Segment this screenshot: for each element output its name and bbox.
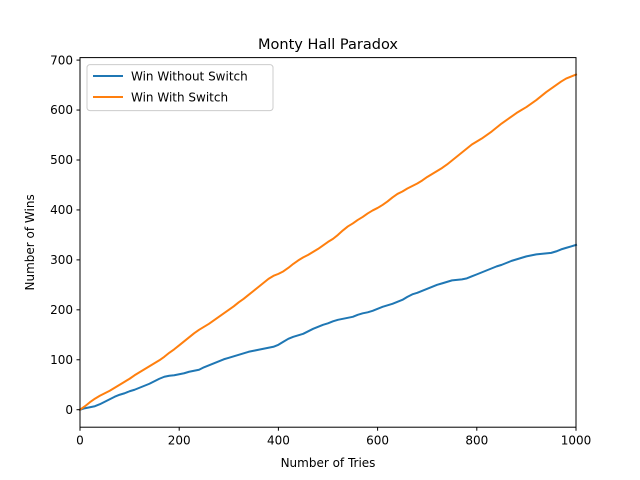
y-tick-label: 200: [50, 303, 73, 317]
legend: Win Without Switch Win With Switch: [86, 64, 274, 112]
x-axis: 0 200 400 600 800 1000: [76, 427, 591, 448]
legend-box: [86, 64, 274, 112]
legend-label-with-switch: Win With Switch: [131, 90, 228, 104]
x-tick-label: 200: [168, 434, 191, 448]
y-tick-label: 400: [50, 203, 73, 217]
x-tick-label: 800: [465, 434, 488, 448]
y-tick-label: 500: [50, 153, 73, 167]
y-tick-label: 600: [50, 103, 73, 117]
y-axis-label: Number of Wins: [23, 194, 37, 290]
y-tick-label: 300: [50, 253, 73, 267]
series-group: [78, 73, 578, 412]
y-tick-label: 100: [50, 353, 73, 367]
x-tick-label: 0: [76, 434, 84, 448]
series-line-win-without-switch: [78, 243, 578, 411]
y-tick-label: 0: [65, 403, 73, 417]
y-axis: 0 100 200 300 400 500 600 700: [50, 53, 80, 417]
x-tick-label: 400: [267, 434, 290, 448]
y-tick-label: 700: [50, 53, 73, 67]
x-tick-label: 1000: [561, 434, 592, 448]
x-tick-label: 600: [366, 434, 389, 448]
series-line-win-with-switch: [78, 73, 578, 412]
axes-frame: [79, 57, 577, 428]
legend-label-without-switch: Win Without Switch: [131, 69, 248, 83]
x-axis-label: Number of Tries: [281, 456, 376, 470]
chart-title: Monty Hall Paradox: [258, 37, 398, 53]
